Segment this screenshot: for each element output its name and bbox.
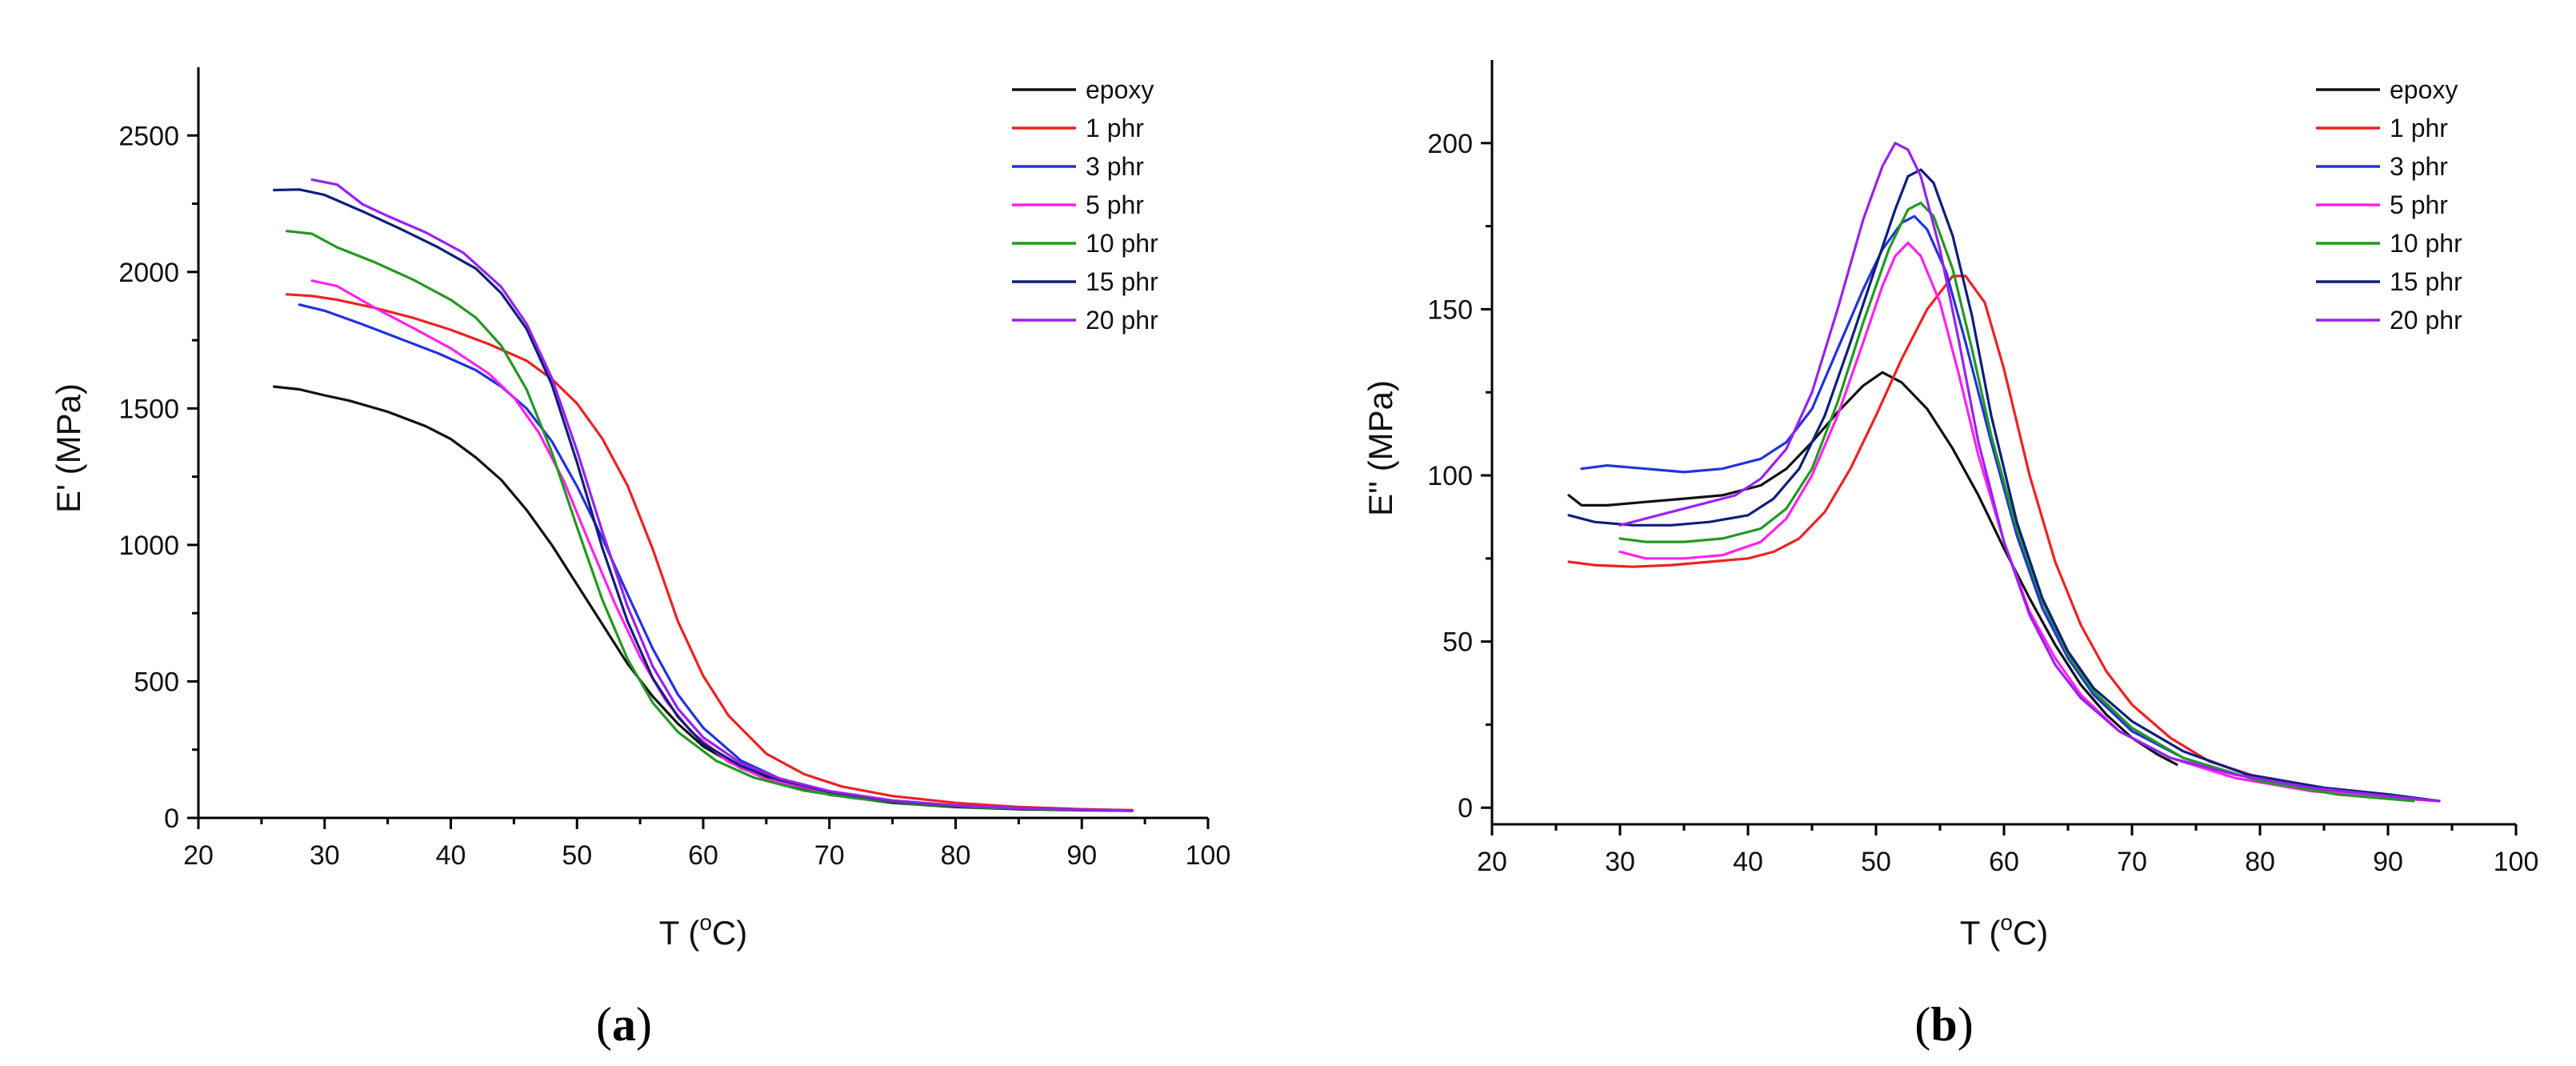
panel-b-legend-label: epoxy — [2390, 75, 2458, 104]
panel-a-legend-label: 10 phr — [1086, 229, 1158, 258]
panel-b-legend-label: 10 phr — [2390, 229, 2462, 258]
panel-a-series-epoxy — [273, 385, 1134, 812]
panel-b-caption: (b) — [1914, 998, 1973, 1051]
panel-b-legend-label: 15 phr — [2390, 267, 2462, 296]
panel-a-y-tick-label: 1500 — [118, 394, 179, 424]
panel-b-legend: epoxy 1 phr 3 phr 5 phr 10 phr 15 phr 20 phr — [2316, 75, 2462, 335]
panel-b-y-tick-label: 0 — [1458, 793, 1473, 824]
panel-b-series-5-phr — [1618, 241, 2441, 803]
panel-b-series-15-phr — [1567, 168, 2441, 803]
panel-b-y-axis-title: E'' (MPa) — [1362, 380, 1399, 516]
panel-a-x-tick-label: 90 — [1066, 840, 1097, 871]
panel-a-legend-label: 1 phr — [1086, 114, 1144, 142]
panel-a-legend-label: 15 phr — [1086, 267, 1158, 296]
panel-a-x-axis-title: T (oC) — [659, 910, 747, 952]
panel-a-series-20-phr — [310, 178, 1134, 812]
panel-b-legend-label: 1 phr — [2390, 114, 2448, 142]
panel-a-legend: epoxy 1 phr 3 phr 5 phr 10 phr 15 phr 20 phr — [1012, 75, 1158, 335]
panel-a-legend-label: 3 phr — [1086, 152, 1144, 181]
panel-b-legend-label: 20 phr — [2390, 306, 2462, 335]
panel-b-series-epoxy — [1567, 371, 2178, 766]
panel-a-legend-label: epoxy — [1086, 75, 1154, 104]
panel-a-x-tick-label: 40 — [436, 840, 466, 871]
panel-a-legend-label: 20 phr — [1086, 306, 1158, 335]
panel-b-x-tick-label: 30 — [1605, 847, 1635, 877]
panel-a-caption: (a) — [596, 998, 652, 1051]
panel-a-x-tick-label: 70 — [814, 840, 845, 871]
chart-panel-b: 20 30 40 50 60 70 80 90 100 0 50 100 150 200 T (oC) E''… — [1362, 60, 2538, 1051]
panel-b-x-tick-label: 90 — [2373, 847, 2403, 877]
panel-a-y-tick-label: 1000 — [118, 531, 179, 561]
panel-b-x-tick-label: 40 — [1733, 847, 1763, 877]
panel-a-legend-label: 5 phr — [1086, 190, 1144, 219]
panel-b-series-10-phr — [1618, 201, 2415, 803]
panel-b-legend-label: 5 phr — [2390, 190, 2448, 219]
panel-b-x-tick-label: 70 — [2117, 847, 2147, 877]
panel-b-x-tick-label: 80 — [2245, 847, 2275, 877]
panel-a-y-tick-label: 2000 — [118, 258, 179, 288]
panel-b-series-1-phr — [1567, 275, 2441, 803]
panel-b-x-tick-label: 50 — [1861, 847, 1891, 877]
panel-a-y-axis-title: E' (MPa) — [50, 383, 87, 513]
chart-panel-a: 20 30 40 50 60 70 80 90 10005001000150020002500T… — [50, 67, 1230, 1051]
panel-b-x-axis-title: T (oC) — [1960, 910, 2048, 952]
panel-a-series-3-phr — [298, 303, 1134, 812]
panel-a-series-1-phr — [285, 293, 1134, 812]
panel-a-x-tick-label: 60 — [688, 840, 718, 871]
panel-b-y-tick-label: 150 — [1427, 295, 1473, 325]
panel-a-y-tick-label: 2500 — [118, 121, 179, 151]
panel-a-x-tick-label: 30 — [310, 840, 340, 871]
panel-a-x-tick-label: 80 — [941, 840, 971, 871]
panel-b-y-tick-label: 50 — [1442, 627, 1473, 658]
panel-b-y-tick-label: 100 — [1427, 461, 1473, 491]
panel-b-legend-label: 3 phr — [2390, 152, 2448, 181]
panel-a-y-tick-label: 500 — [134, 667, 179, 697]
panel-a-x-tick-label: 50 — [562, 840, 592, 871]
panel-a-series-10-phr — [285, 230, 1134, 812]
panel-b-x-tick-label: 20 — [1477, 847, 1507, 877]
panel-b-y-tick-label: 200 — [1427, 129, 1473, 159]
panel-b-x-tick-label: 60 — [1989, 847, 2019, 877]
panel-a-y-tick-label: 0 — [164, 804, 179, 834]
panel-a-series-5-phr — [310, 279, 1134, 812]
panel-a-x-tick-label: 20 — [183, 840, 214, 871]
panel-b-x-tick-label: 100 — [2494, 847, 2539, 877]
panel-a-series-15-phr — [273, 188, 1134, 812]
panel-b-series-20-phr — [1618, 142, 2441, 803]
panel-a-x-tick-label: 100 — [1186, 840, 1231, 871]
